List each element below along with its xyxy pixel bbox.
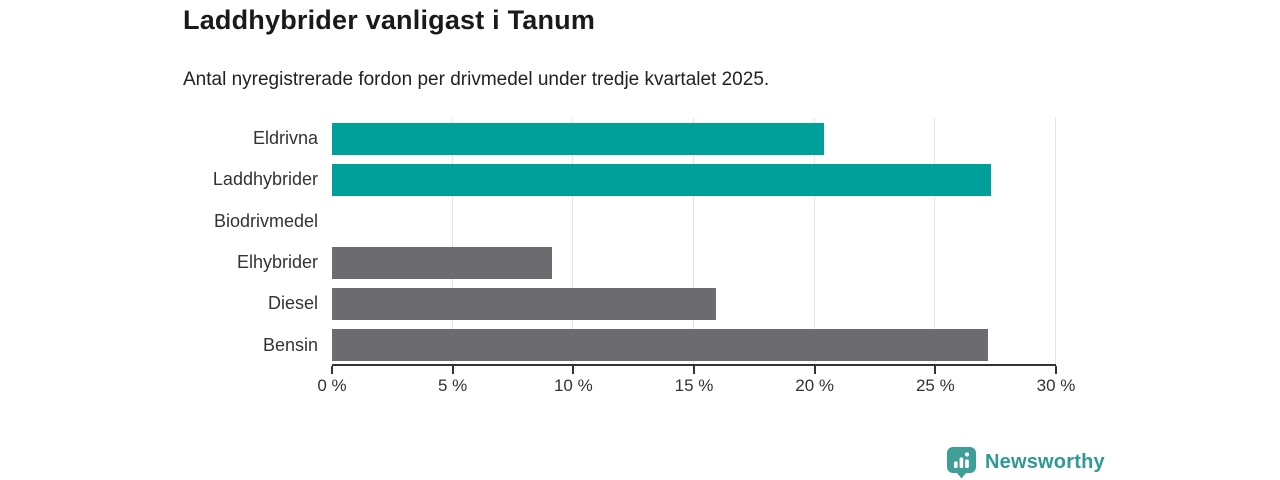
bar-eldrivna xyxy=(332,122,825,155)
category-label: Bensin xyxy=(262,334,318,355)
bar-elhybrider xyxy=(332,246,552,279)
x-axis-tick-label: 30 % xyxy=(1036,376,1076,395)
y-axis-labels: Eldrivna Laddhybrider Biodrivmedel Elhybrid… xyxy=(0,118,318,366)
x-axis-tick xyxy=(693,366,695,374)
newsworthy-logo-text: Newsworthy xyxy=(985,451,1105,473)
x-axis-tick-label: 20 % xyxy=(795,376,835,395)
x-axis-ticks xyxy=(331,366,1057,376)
x-axis-tick xyxy=(572,366,575,374)
category-label: Eldrivna xyxy=(252,128,318,148)
chart-subtitle: Antal nyregistrerade fordon per drivmede… xyxy=(183,69,770,90)
x-axis-tick xyxy=(1055,366,1057,374)
x-axis-tick xyxy=(934,366,937,374)
gridline xyxy=(1055,118,1056,364)
bar-laddhybrider xyxy=(332,164,991,196)
category-label: Laddhybrider xyxy=(212,169,318,190)
x-axis-tick xyxy=(813,366,816,374)
plot-area xyxy=(332,118,1056,366)
gridline xyxy=(451,118,453,364)
newsworthy-logo-icon xyxy=(947,447,976,479)
gridline xyxy=(572,118,574,364)
x-axis-tick-label: 0 % xyxy=(317,376,347,395)
bar-diesel xyxy=(332,288,716,320)
gridline xyxy=(693,118,694,364)
category-label: Diesel xyxy=(267,293,318,314)
x-axis-tick xyxy=(331,366,333,374)
x-axis-tick-label: 25 % xyxy=(915,376,955,395)
gridline xyxy=(934,118,936,364)
x-axis-tick xyxy=(451,366,454,374)
category-label: Biodrivmedel xyxy=(213,210,318,231)
chart-title: Laddhybrider vanligast i Tanum xyxy=(183,5,596,35)
x-axis-tick-label: 15 % xyxy=(674,376,714,395)
x-axis-tick-label: 5 % xyxy=(438,376,468,395)
newsworthy-logo: Newsworthy xyxy=(946,446,1105,479)
gridline xyxy=(813,118,815,364)
x-axis-tick-labels: 0 % 5 % 10 % 15 % 20 % 25 % 30 % xyxy=(317,375,1075,399)
bar-bensin xyxy=(332,329,989,362)
x-axis-tick-label: 10 % xyxy=(553,376,593,395)
category-label: Elhybrider xyxy=(236,252,318,272)
